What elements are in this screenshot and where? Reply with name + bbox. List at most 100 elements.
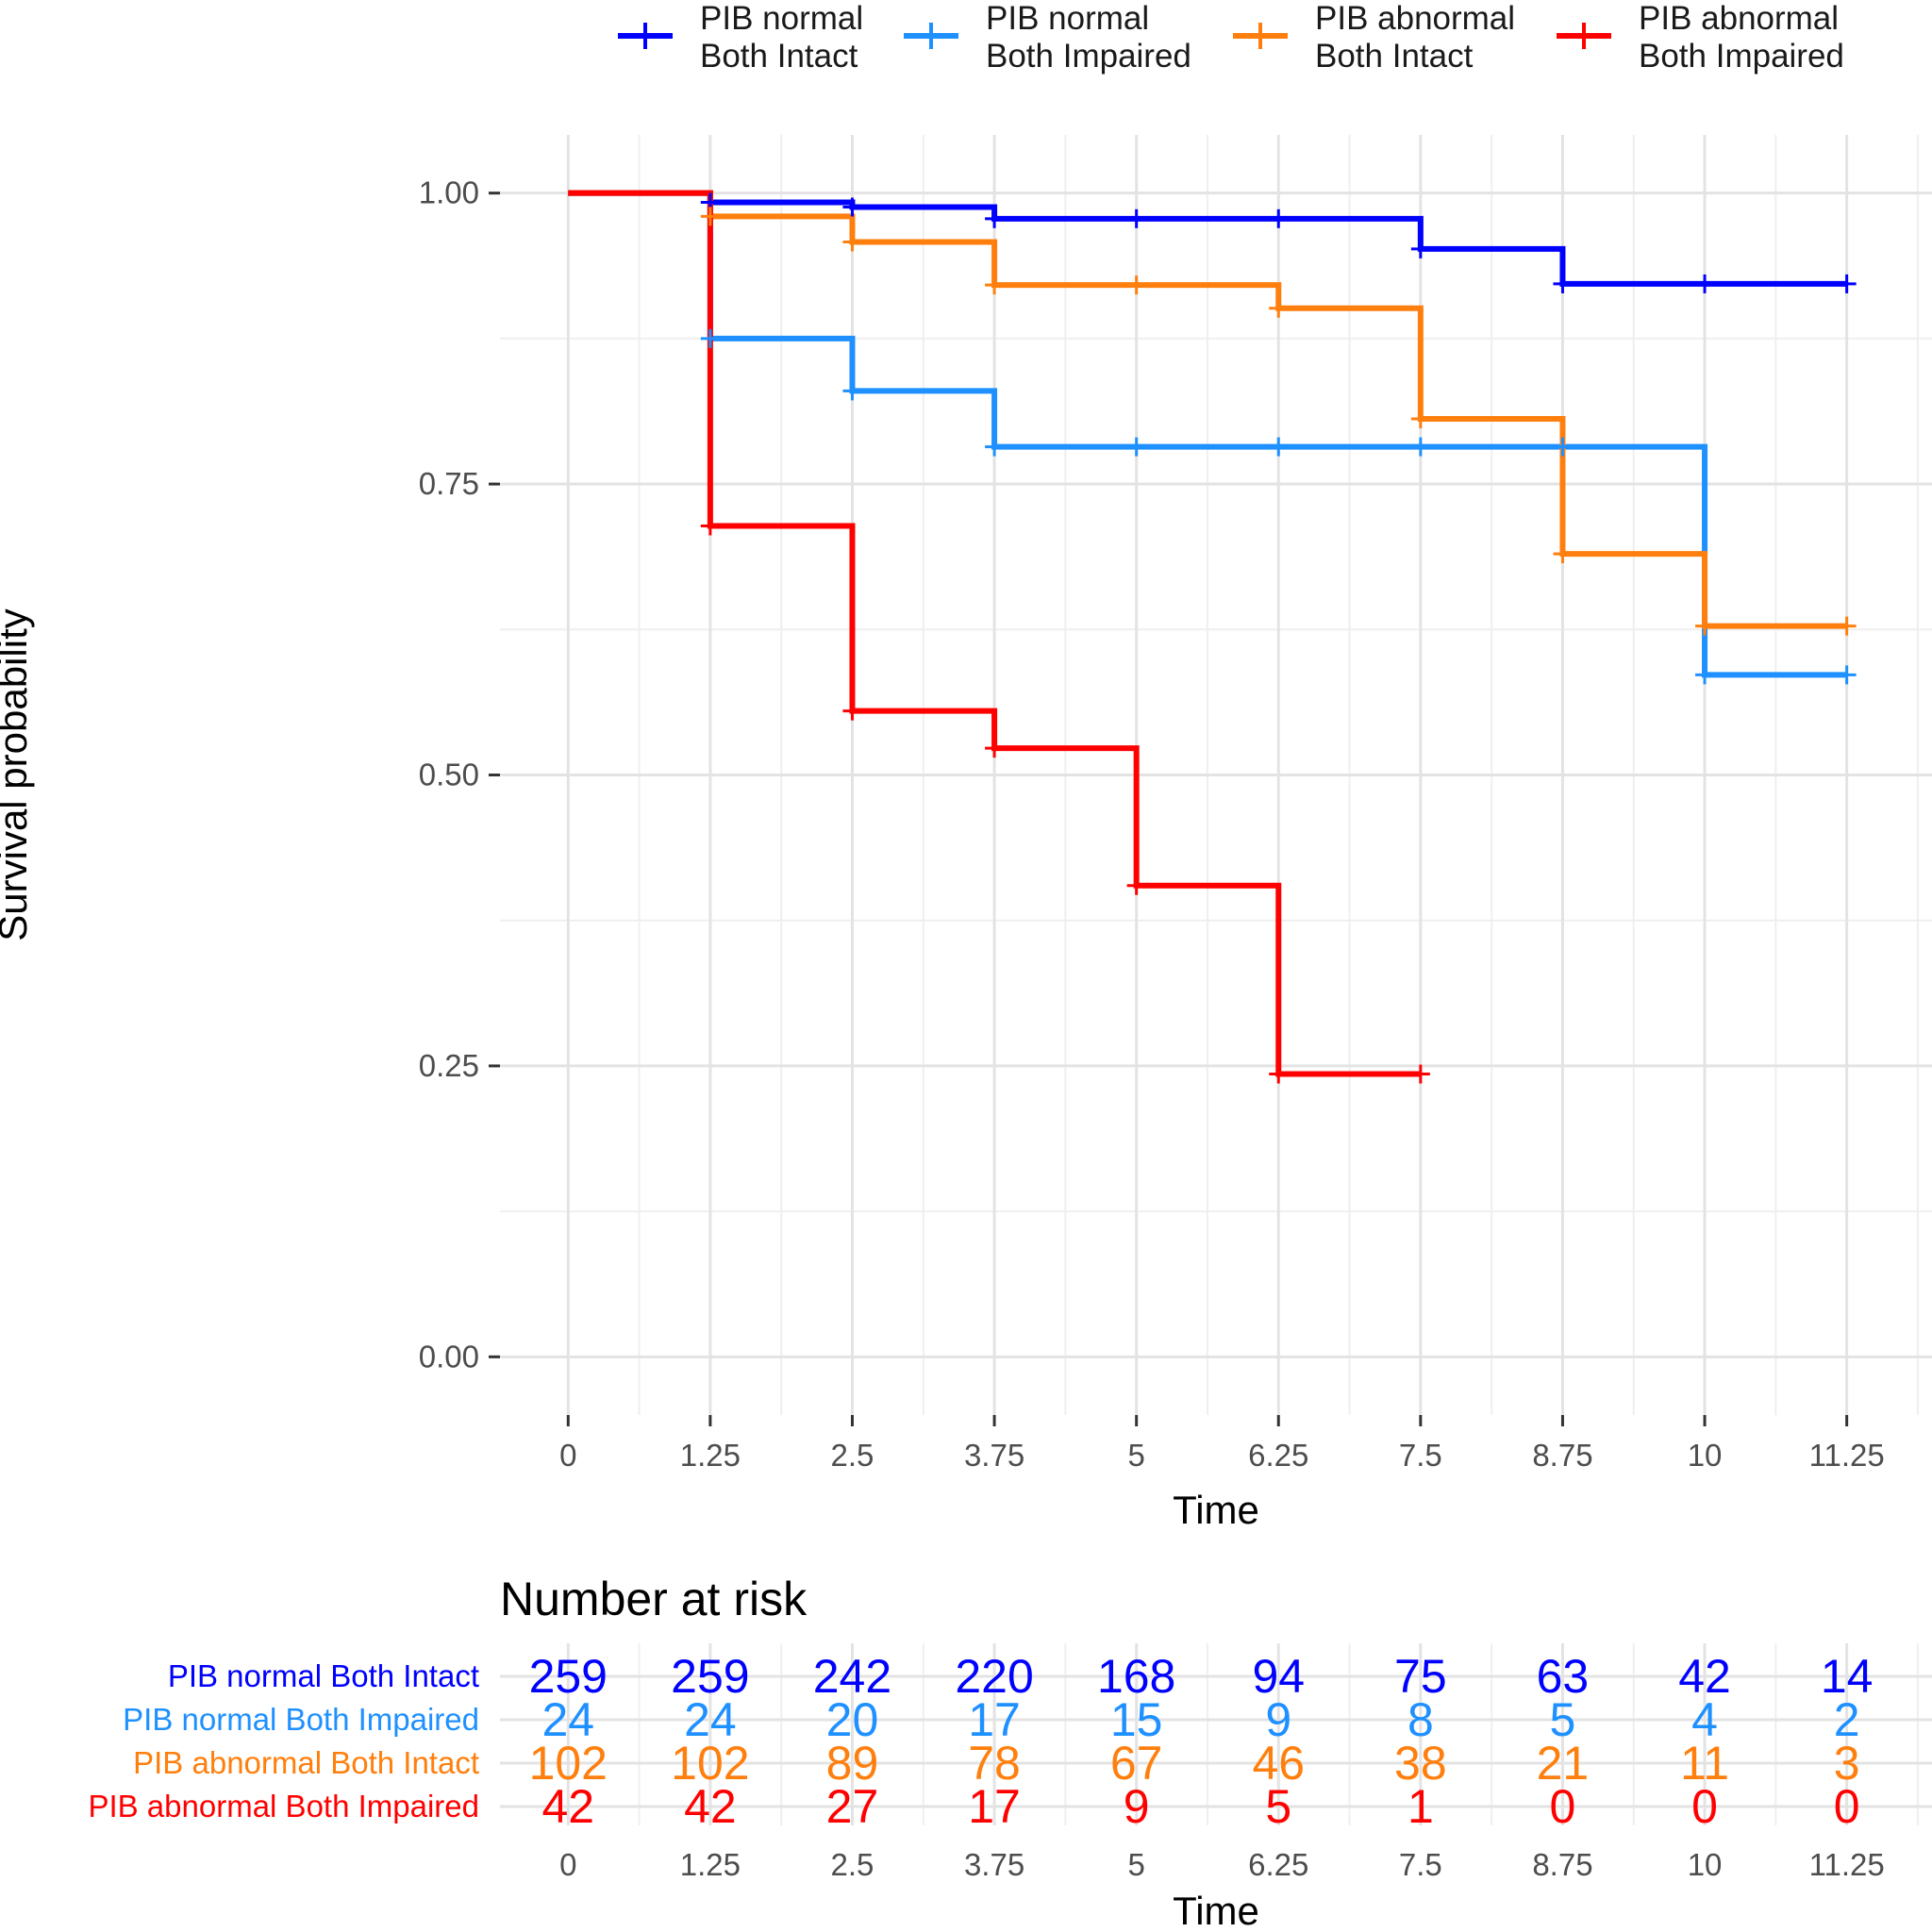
risk-count: 14: [1821, 1650, 1874, 1703]
censor-mark: [1410, 437, 1430, 457]
risk-count: 42: [684, 1780, 737, 1833]
x-tick-label: 6.25: [1248, 1438, 1308, 1473]
censor-mark: [1837, 274, 1857, 293]
risk-count: 46: [1252, 1737, 1305, 1790]
risk-count: 11: [1680, 1737, 1729, 1790]
risk-count: 220: [955, 1650, 1033, 1703]
risk-count: 5: [1265, 1780, 1291, 1833]
y-tick-label: 0.00: [419, 1339, 479, 1374]
risk-count: 5: [1550, 1693, 1576, 1746]
x-tick-label: 5: [1127, 1438, 1144, 1473]
risk-row-pib-normal-both-intact: PIB normal Both Intact 259 259 242 220 168 94 7…: [168, 1650, 1874, 1703]
risk-count: 168: [1097, 1650, 1175, 1703]
legend-label-line1: PIB abnormal: [1639, 0, 1839, 37]
censor-mark: [985, 739, 1005, 758]
censor-mark: [842, 701, 862, 721]
x-tick-label: 8.75: [1532, 1438, 1592, 1473]
risk-count: 4: [1691, 1693, 1718, 1746]
censor-mark: [985, 275, 1005, 295]
risk-x-tick-label: 0: [559, 1847, 576, 1882]
risk-count: 102: [529, 1737, 608, 1790]
censor-mark: [1410, 1064, 1430, 1084]
legend-label-line2: Both Impaired: [986, 38, 1191, 75]
risk-count: 24: [541, 1693, 594, 1746]
risk-count: 0: [1550, 1780, 1576, 1833]
censor-mark: [1837, 616, 1857, 636]
risk-row-label: PIB normal Both Intact: [168, 1658, 479, 1693]
y-axis-title: Survival probability: [0, 608, 35, 941]
risk-x-tick-label: 10: [1688, 1847, 1723, 1882]
censor-mark: [1695, 274, 1715, 293]
censor-mark: [1126, 437, 1146, 457]
risk-count: 89: [826, 1737, 879, 1790]
x-axis-title: Time: [1173, 1488, 1259, 1532]
legend-label-line1: PIB normal: [986, 0, 1149, 37]
risk-count: 259: [529, 1650, 608, 1703]
plot-axes: 0.00 0.25 0.50 0.75 1.00 0 1.25 2.5 3.75 5 6.25 7.5…: [0, 175, 1885, 1532]
censor-mark: [1695, 616, 1715, 636]
y-tick-label: 0.75: [419, 466, 479, 501]
censor-mark: [1410, 239, 1430, 258]
risk-row-pib-normal-both-impaired: PIB normal Both Impaired 24 24 20 17 15 9 8 5 4 2: [123, 1693, 1859, 1746]
censor-mark: [1553, 437, 1573, 457]
censor-mark: [1695, 665, 1715, 685]
risk-count: 259: [671, 1650, 749, 1703]
risk-count: 2: [1834, 1693, 1860, 1746]
y-tick-label: 0.50: [419, 758, 479, 792]
risk-count: 102: [671, 1737, 749, 1790]
censor-marks: [700, 192, 1857, 1084]
risk-count: 27: [826, 1780, 879, 1833]
risk-x-tick-label: 7.5: [1399, 1847, 1442, 1882]
risk-x-tick-label: 6.25: [1248, 1847, 1308, 1882]
censor-mark: [1126, 208, 1146, 228]
legend-label-line2: Both Impaired: [1639, 38, 1844, 75]
risk-x-axis-title: Time: [1173, 1889, 1259, 1932]
risk-count: 20: [826, 1693, 879, 1746]
risk-count: 1: [1407, 1780, 1434, 1833]
risk-row-label: PIB abnormal Both Intact: [133, 1745, 479, 1780]
x-tick-label: 7.5: [1399, 1438, 1442, 1473]
risk-row-pib-abnormal-both-impaired: PIB abnormal Both Impaired 42 42 27 17 9 5 1 0 0 0: [88, 1780, 1859, 1833]
risk-table-grid: [500, 1643, 1932, 1825]
censor-mark: [1269, 298, 1289, 318]
risk-count: 78: [968, 1737, 1021, 1790]
risk-count: 242: [813, 1650, 891, 1703]
risk-count: 9: [1124, 1780, 1150, 1833]
censor-mark: [1269, 437, 1289, 457]
legend-label-line1: PIB normal: [700, 0, 863, 37]
censor-mark: [700, 207, 720, 226]
risk-count: 42: [1678, 1650, 1731, 1703]
risk-row-label: PIB normal Both Impaired: [123, 1702, 479, 1737]
plot-gridlines: [500, 135, 1932, 1415]
risk-count: 9: [1265, 1693, 1291, 1746]
censor-mark: [1269, 208, 1289, 228]
censor-mark: [700, 516, 720, 536]
x-tick-label: 1.25: [680, 1438, 741, 1473]
censor-mark: [700, 328, 720, 348]
x-tick-label: 11.25: [1809, 1438, 1885, 1473]
risk-count: 38: [1394, 1737, 1447, 1790]
risk-count: 15: [1110, 1693, 1163, 1746]
risk-count: 67: [1110, 1737, 1163, 1790]
y-tick-label: 1.00: [419, 175, 479, 210]
censor-mark: [842, 197, 862, 217]
survival-curve-pib-abnormal-both-intact: [568, 190, 1847, 629]
risk-count: 94: [1252, 1650, 1305, 1703]
censor-mark: [1410, 409, 1430, 429]
risk-table-title: Number at risk: [500, 1573, 808, 1625]
censor-mark: [1553, 274, 1573, 293]
risk-x-tick-label: 11.25: [1809, 1847, 1885, 1882]
censor-mark: [985, 208, 1005, 228]
survival-curve-pib-abnormal-both-impaired: [568, 190, 1421, 1077]
risk-count: 17: [968, 1693, 1021, 1746]
risk-x-tick-label: 1.25: [680, 1847, 741, 1882]
risk-table: Number at risk PIB normal Both Intact 259…: [88, 1573, 1932, 1932]
risk-count: 8: [1407, 1693, 1434, 1746]
risk-count: 0: [1691, 1780, 1718, 1833]
censor-mark: [1837, 665, 1857, 685]
legend-label-line1: PIB abnormal: [1315, 0, 1515, 37]
x-tick-label: 2.5: [831, 1438, 874, 1473]
y-tick-label: 0.25: [419, 1048, 479, 1083]
